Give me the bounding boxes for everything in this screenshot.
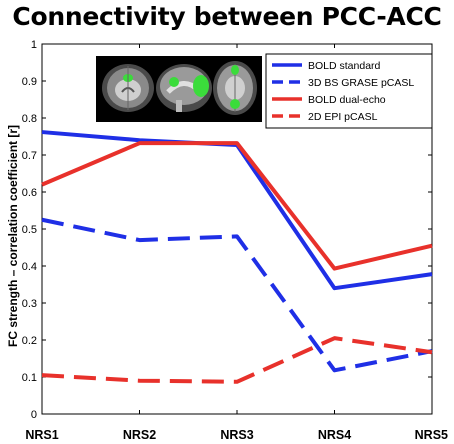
coronal-slice	[213, 61, 257, 115]
series-line-bold-standard	[41, 130, 433, 291]
x-tick-label: NRS2	[123, 428, 156, 442]
series-line-bold-dual-echo	[41, 141, 433, 271]
y-tick-label: 0.6	[22, 187, 37, 199]
axial-slice	[102, 64, 154, 112]
y-tick-label: 0.3	[22, 298, 37, 310]
y-tick-label: 0.5	[22, 224, 37, 236]
legend: BOLD standard 3D BS GRASE pCASL BOLD dual-…	[265, 53, 433, 129]
y-tick-label: 0.4	[22, 261, 37, 273]
brain-slices-image	[96, 56, 262, 122]
y-ticks: 0 0.1 0.2 0.3 0.4 0.5 0.6 0.7 0.8 0.9 1	[22, 39, 432, 421]
y-tick-label: 0.8	[22, 113, 37, 125]
legend-label: 2D EPI pCASL	[308, 111, 378, 123]
legend-label: BOLD standard	[308, 60, 381, 72]
x-ticks: NRS1 NRS2 NRS3 NRS4 NRS5	[25, 44, 448, 442]
y-tick-label: 0.2	[22, 335, 37, 347]
x-tick-label: NRS3	[220, 428, 253, 442]
x-tick-label: NRS5	[415, 428, 448, 442]
y-tick-label: 0.1	[22, 372, 37, 384]
series-line-3d-bs-grase-pcasl	[41, 217, 433, 373]
y-tick-label: 1	[31, 39, 37, 51]
series-line-2d-epi-pcasl	[41, 336, 433, 384]
legend-label: BOLD dual-echo	[308, 94, 386, 106]
legend-label: 3D BS GRASE pCASL	[308, 77, 414, 89]
series-lines	[41, 130, 433, 384]
sagittal-slice	[156, 64, 212, 112]
y-tick-label: 0	[31, 409, 37, 421]
y-tick-label: 0.9	[22, 76, 37, 88]
chart-title: Connectivity between PCC-ACC	[12, 2, 442, 31]
x-tick-label: NRS4	[318, 428, 351, 442]
y-tick-label: 0.7	[22, 150, 37, 162]
x-tick-label: NRS1	[25, 428, 58, 442]
